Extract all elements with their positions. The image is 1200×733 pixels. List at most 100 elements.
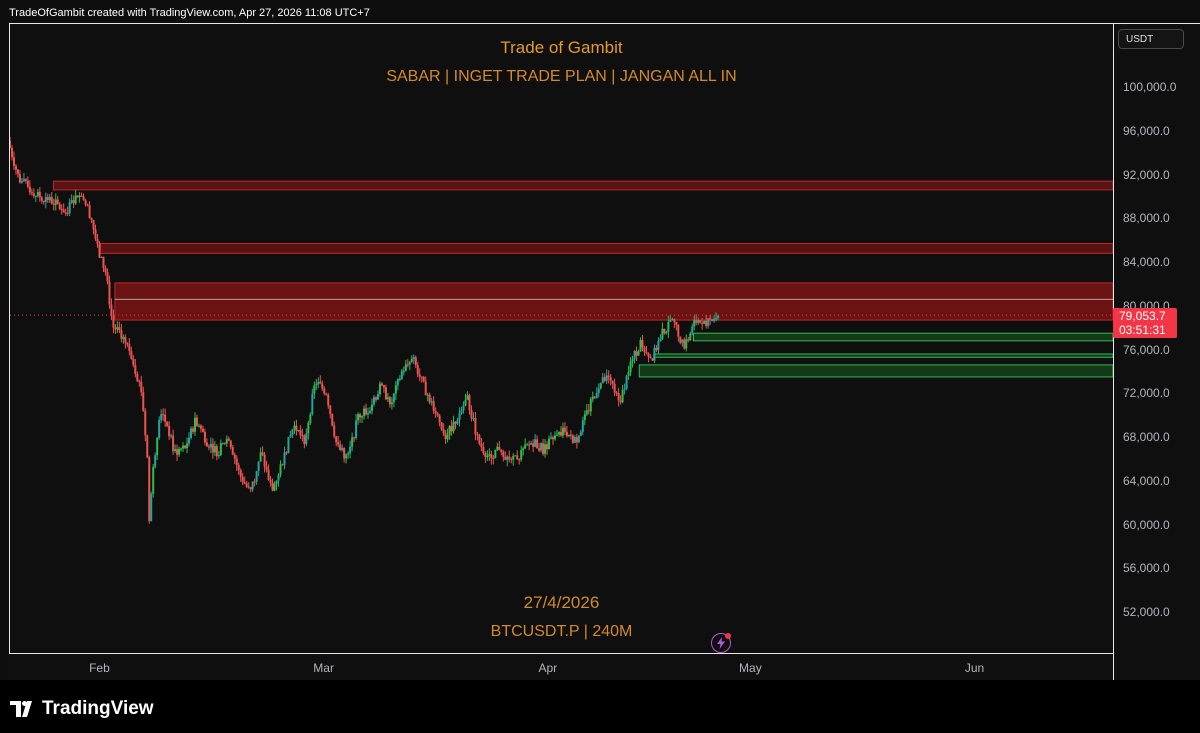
candle-body — [697, 320, 700, 323]
watermark-title: Trade of Gambit — [500, 38, 623, 57]
candle-body — [484, 452, 487, 458]
candle-body — [285, 452, 288, 454]
lightning-icon[interactable] — [711, 633, 731, 653]
demand-zone — [653, 353, 1113, 358]
candle-body — [629, 361, 632, 373]
candle-body — [559, 432, 562, 436]
candle-body — [36, 191, 39, 196]
candle-body — [671, 319, 674, 321]
candlestick-chart[interactable] — [10, 24, 1113, 654]
notification-dot — [725, 633, 731, 639]
candle-body — [114, 327, 117, 330]
candle-body — [78, 195, 81, 198]
price-tick: 92,000.0 — [1123, 167, 1170, 182]
candle-body — [599, 383, 602, 389]
candle-body — [444, 433, 447, 440]
candle-body — [388, 397, 391, 405]
candle-body — [237, 465, 240, 471]
candle-body — [500, 450, 503, 452]
candle-body — [188, 437, 191, 444]
candle-body — [195, 417, 198, 426]
price-axis[interactable]: USDT 100,000.0 96,000.0 92,000.0 88,000.0 84… — [1113, 23, 1200, 681]
candle-body — [424, 381, 427, 396]
candle-body — [193, 417, 196, 432]
candle-body — [160, 414, 163, 420]
candle-body — [617, 392, 620, 401]
candle-body — [410, 358, 413, 363]
candle-body — [126, 342, 129, 345]
time-tick: Mar — [313, 661, 334, 675]
candle-body — [512, 455, 515, 460]
price-tick: 84,000.0 — [1123, 255, 1170, 269]
footer: TradingView — [0, 680, 1200, 733]
currency-button[interactable]: USDT — [1118, 29, 1184, 49]
candle-body — [28, 186, 31, 193]
candle-body — [416, 365, 419, 375]
candle-body — [321, 383, 324, 389]
candle-body — [464, 399, 467, 406]
candle-body — [557, 432, 560, 435]
candle-body — [546, 444, 549, 450]
candle-body — [315, 384, 318, 386]
candle-body — [12, 157, 15, 166]
candle-body — [651, 358, 654, 361]
candle-body — [50, 196, 53, 204]
candle-body — [305, 433, 308, 444]
candle-body — [291, 429, 294, 435]
candle-body — [480, 443, 483, 448]
candle-body — [90, 218, 93, 220]
tradingview-logo[interactable]: TradingView — [10, 698, 154, 720]
candle-body — [575, 437, 578, 443]
candle-body — [685, 339, 688, 349]
candle-body — [357, 414, 360, 421]
candle-body — [396, 379, 399, 386]
candle-body — [703, 320, 706, 324]
candle-body — [205, 442, 208, 447]
candle-body — [709, 318, 712, 320]
candle-body — [581, 420, 584, 432]
candle-body — [585, 410, 588, 415]
candle-body — [92, 219, 95, 230]
candle-body — [158, 419, 161, 438]
candle-body — [490, 454, 493, 459]
candle-body — [293, 425, 296, 430]
candle-body — [593, 396, 596, 398]
candle-body — [474, 418, 477, 435]
chart-pane[interactable]: Trade of Gambit SABAR | INGET TRADE PLAN… — [9, 23, 1113, 654]
candle-body — [162, 414, 165, 416]
candle-body — [209, 443, 212, 448]
candle-body — [478, 435, 481, 444]
candle-body — [675, 321, 678, 325]
candle-body — [446, 435, 449, 440]
candle-body — [595, 393, 598, 398]
candle-body — [313, 385, 316, 394]
candle-body — [229, 440, 232, 448]
candle-body — [307, 422, 310, 434]
time-axis[interactable]: Feb Mar Apr May Jun — [9, 653, 1113, 681]
candle-body — [337, 442, 340, 445]
candle-body — [191, 428, 194, 432]
candle-body — [496, 446, 499, 450]
candle-body — [215, 446, 218, 457]
candle-body — [492, 458, 495, 460]
candle-body — [555, 434, 558, 436]
candle-body — [331, 413, 334, 426]
candle-body — [488, 454, 491, 456]
candle-body — [567, 434, 570, 437]
candle-body — [673, 319, 676, 322]
watermark-subtitle: SABAR | INGET TRADE PLAN | JANGAN ALL IN — [386, 68, 737, 85]
candle-body — [100, 256, 103, 258]
candle-body — [219, 443, 222, 456]
candle-body — [40, 197, 43, 201]
candle-body — [565, 431, 568, 437]
candle-body — [597, 388, 600, 394]
candle-body — [110, 304, 113, 316]
candle-body — [699, 320, 702, 324]
candle-body — [174, 449, 177, 451]
candle-body — [339, 444, 342, 451]
candle-body — [683, 339, 686, 349]
candle-body — [170, 435, 173, 437]
candle-body — [653, 347, 656, 361]
candle-body — [333, 425, 336, 437]
candle-body — [207, 446, 210, 448]
